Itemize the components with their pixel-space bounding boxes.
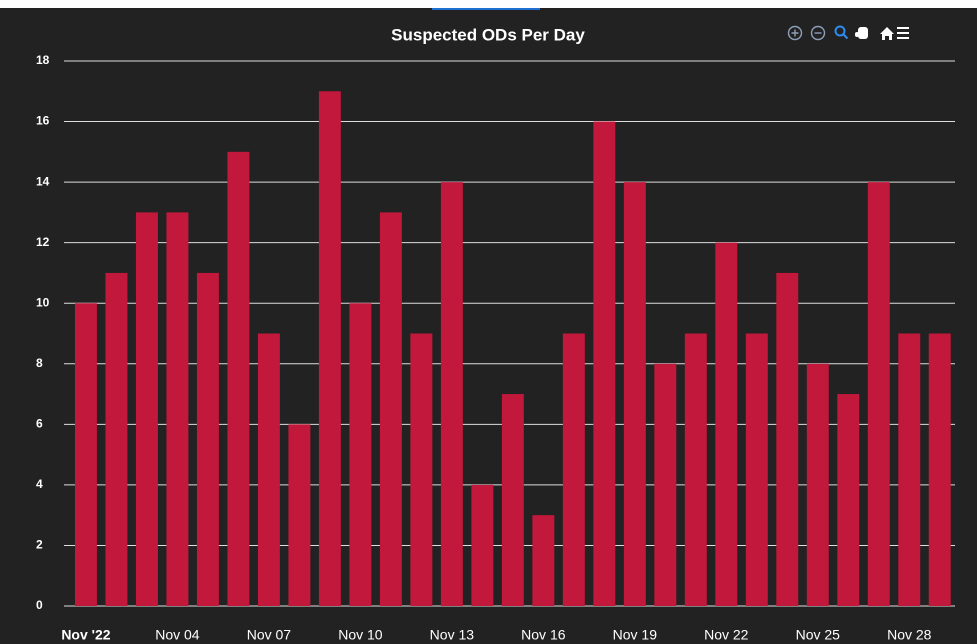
y-tick-label: 10 [36, 295, 50, 309]
bar [745, 333, 768, 606]
bar [105, 272, 128, 606]
bar [196, 272, 219, 606]
x-tick-label: Nov 22 [704, 627, 749, 643]
bar [135, 212, 158, 606]
bar [806, 363, 829, 606]
menu-button[interactable] [897, 27, 909, 39]
bar [410, 333, 433, 606]
y-tick-label: 18 [36, 53, 50, 67]
x-tick-label: Nov 04 [155, 627, 200, 643]
reset-button[interactable] [880, 27, 894, 40]
x-tick-label: Nov 10 [338, 627, 383, 643]
bar [257, 333, 280, 606]
y-tick-label: 16 [36, 114, 50, 128]
bar [318, 91, 341, 607]
y-tick-label: 12 [36, 235, 50, 249]
bar [379, 212, 402, 606]
bar [440, 182, 463, 606]
toolbar [787, 25, 909, 41]
selection-zoom-button[interactable] [834, 25, 849, 40]
bar [928, 333, 951, 606]
bar [684, 333, 707, 606]
top-accent [432, 8, 540, 10]
bar [471, 484, 494, 606]
bar [501, 394, 524, 606]
y-tick-label: 6 [36, 417, 43, 431]
y-tick-label: 14 [36, 174, 50, 188]
bar [837, 394, 860, 606]
bar [349, 303, 372, 606]
zoom-out-button[interactable] [810, 25, 826, 41]
y-tick-label: 0 [36, 598, 43, 612]
x-tick-label: Nov 25 [796, 627, 841, 643]
bar [166, 212, 189, 606]
bar [654, 363, 677, 606]
x-tick-label: Nov 07 [247, 627, 292, 643]
bar [532, 515, 555, 606]
bar [227, 151, 250, 607]
bar [776, 272, 799, 606]
bar [867, 182, 890, 606]
bar [74, 303, 97, 606]
pan-button[interactable] [855, 27, 868, 39]
y-tick-label: 2 [36, 538, 43, 552]
bar [562, 333, 585, 606]
x-tick-label: Nov 19 [613, 627, 658, 643]
bar [715, 242, 738, 606]
x-tick-label: Nov 28 [887, 627, 932, 643]
x-tick-label: Nov 16 [521, 627, 566, 643]
bar [623, 182, 646, 606]
bar [288, 424, 311, 606]
x-tick-label: Nov '22 [61, 627, 110, 643]
x-tick-label: Nov 13 [430, 627, 475, 643]
chart-title: Suspected ODs Per Day [391, 25, 585, 44]
y-tick-label: 8 [36, 356, 43, 370]
bar [593, 121, 616, 607]
y-tick-label: 4 [36, 477, 43, 491]
bar [898, 333, 921, 606]
zoom-in-button[interactable] [787, 25, 803, 41]
